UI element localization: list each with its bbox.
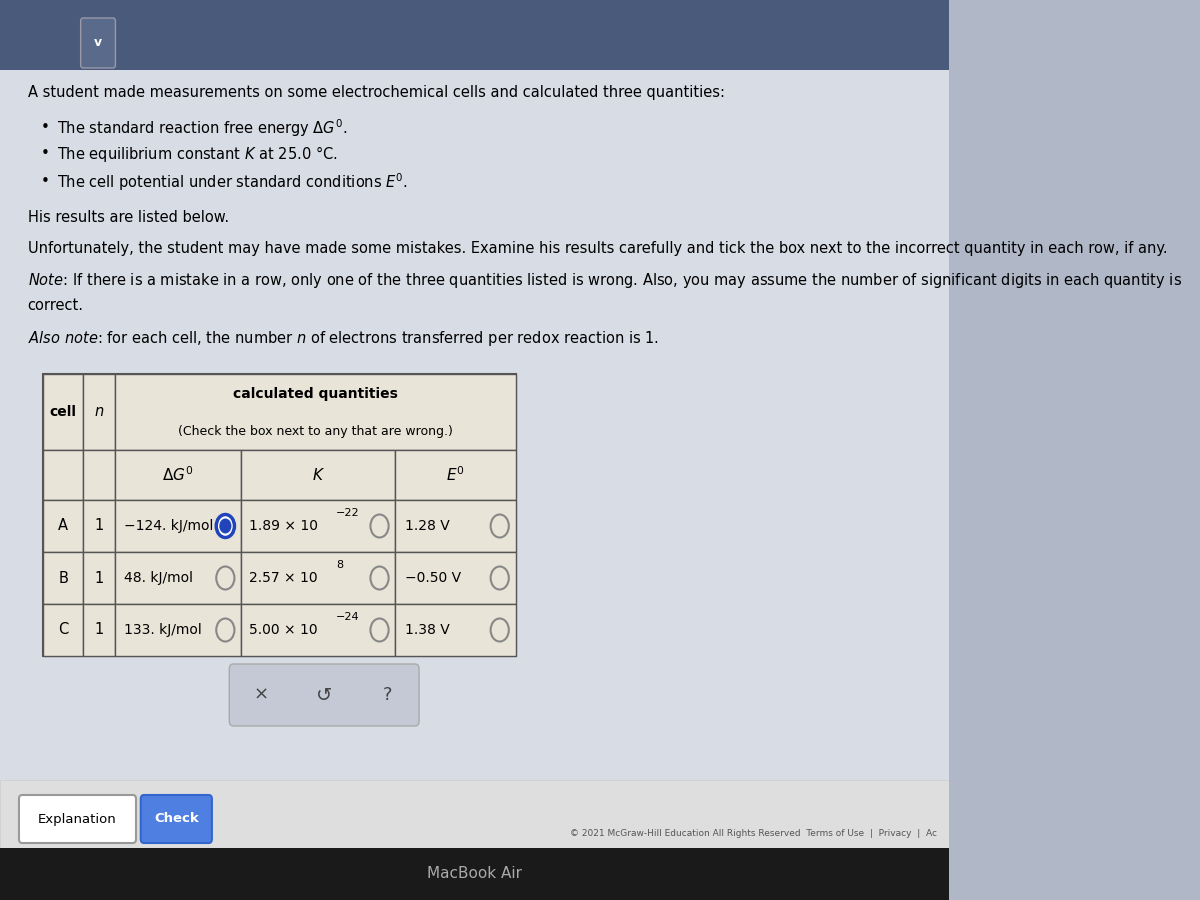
FancyBboxPatch shape	[83, 500, 115, 552]
Text: A: A	[59, 518, 68, 534]
FancyBboxPatch shape	[115, 374, 516, 450]
Text: Explanation: Explanation	[38, 813, 116, 825]
Text: © 2021 McGraw-Hill Education All Rights Reserved  Terms of Use  |  Privacy  |  A: © 2021 McGraw-Hill Education All Rights …	[570, 830, 937, 839]
Text: −0.50 V: −0.50 V	[404, 571, 461, 585]
FancyBboxPatch shape	[19, 795, 136, 843]
Text: v: v	[94, 36, 102, 49]
FancyBboxPatch shape	[83, 374, 115, 450]
FancyBboxPatch shape	[43, 552, 83, 604]
FancyBboxPatch shape	[43, 374, 83, 450]
Text: •: •	[41, 147, 50, 161]
Text: Unfortunately, the student may have made some mistakes. Examine his results care: Unfortunately, the student may have made…	[28, 240, 1168, 256]
FancyBboxPatch shape	[83, 552, 115, 604]
Text: C: C	[58, 623, 68, 637]
FancyBboxPatch shape	[395, 500, 516, 552]
Text: calculated quantities: calculated quantities	[233, 387, 397, 401]
Text: $\mathit{Also\ note}$: for each cell, the number $n$ of electrons transferred pe: $\mathit{Also\ note}$: for each cell, th…	[28, 328, 659, 347]
FancyBboxPatch shape	[241, 450, 395, 500]
Text: −22: −22	[336, 508, 360, 518]
FancyBboxPatch shape	[241, 552, 395, 604]
Text: 8: 8	[336, 560, 343, 570]
FancyBboxPatch shape	[43, 450, 83, 500]
FancyBboxPatch shape	[229, 664, 419, 726]
Text: (Check the box next to any that are wrong.): (Check the box next to any that are wron…	[178, 426, 452, 438]
Text: MacBook Air: MacBook Air	[427, 867, 522, 881]
FancyBboxPatch shape	[395, 450, 516, 500]
FancyBboxPatch shape	[43, 374, 516, 656]
Text: $K$: $K$	[312, 467, 325, 483]
Circle shape	[216, 515, 234, 537]
FancyBboxPatch shape	[115, 604, 241, 656]
Text: 48. kJ/mol: 48. kJ/mol	[124, 571, 193, 585]
FancyBboxPatch shape	[83, 450, 115, 500]
Text: ↺: ↺	[316, 686, 332, 705]
FancyBboxPatch shape	[0, 38, 949, 848]
FancyBboxPatch shape	[80, 18, 115, 68]
Text: $E^0$: $E^0$	[446, 465, 464, 484]
Text: The equilibrium constant $K$ at 25.0 $\degree$C.: The equilibrium constant $K$ at 25.0 $\d…	[56, 144, 337, 164]
Text: •: •	[41, 121, 50, 136]
FancyBboxPatch shape	[43, 604, 83, 656]
FancyBboxPatch shape	[140, 795, 212, 843]
Text: A student made measurements on some electrochemical cells and calculated three q: A student made measurements on some elec…	[28, 85, 725, 100]
FancyBboxPatch shape	[241, 604, 395, 656]
Text: cell: cell	[49, 405, 77, 419]
Circle shape	[220, 519, 230, 533]
Text: 1: 1	[95, 623, 103, 637]
FancyBboxPatch shape	[83, 604, 115, 656]
Text: •: •	[41, 175, 50, 190]
FancyBboxPatch shape	[241, 500, 395, 552]
Text: ×: ×	[253, 686, 269, 704]
FancyBboxPatch shape	[0, 0, 949, 70]
Text: $n$: $n$	[94, 404, 104, 419]
Text: His results are listed below.: His results are listed below.	[28, 210, 229, 224]
Text: $\mathit{Note}$: If there is a mistake in a row, only one of the three quantitie: $\mathit{Note}$: If there is a mistake i…	[28, 271, 1182, 290]
Text: B: B	[59, 571, 68, 586]
Text: −124. kJ/mol: −124. kJ/mol	[124, 519, 214, 533]
FancyBboxPatch shape	[0, 848, 949, 900]
Text: 1.38 V: 1.38 V	[404, 623, 450, 637]
Text: correct.: correct.	[28, 298, 84, 312]
FancyBboxPatch shape	[395, 552, 516, 604]
Text: The standard reaction free energy $\Delta G^0$.: The standard reaction free energy $\Delt…	[56, 117, 348, 139]
Text: Check: Check	[154, 813, 199, 825]
FancyBboxPatch shape	[0, 780, 949, 848]
Text: ?: ?	[383, 686, 392, 704]
FancyBboxPatch shape	[115, 450, 241, 500]
Text: 1.89 × 10: 1.89 × 10	[250, 519, 318, 533]
Text: 133. kJ/mol: 133. kJ/mol	[124, 623, 202, 637]
Text: 2.57 × 10: 2.57 × 10	[250, 571, 318, 585]
Text: The cell potential under standard conditions $E^0$.: The cell potential under standard condit…	[56, 171, 408, 193]
FancyBboxPatch shape	[115, 552, 241, 604]
Text: 1.28 V: 1.28 V	[404, 519, 450, 533]
Text: 1: 1	[95, 571, 103, 586]
Text: −24: −24	[336, 612, 360, 622]
FancyBboxPatch shape	[395, 604, 516, 656]
Text: 1: 1	[95, 518, 103, 534]
FancyBboxPatch shape	[115, 500, 241, 552]
FancyBboxPatch shape	[43, 500, 83, 552]
Text: $\Delta G^0$: $\Delta G^0$	[162, 465, 193, 484]
Text: 5.00 × 10: 5.00 × 10	[250, 623, 318, 637]
